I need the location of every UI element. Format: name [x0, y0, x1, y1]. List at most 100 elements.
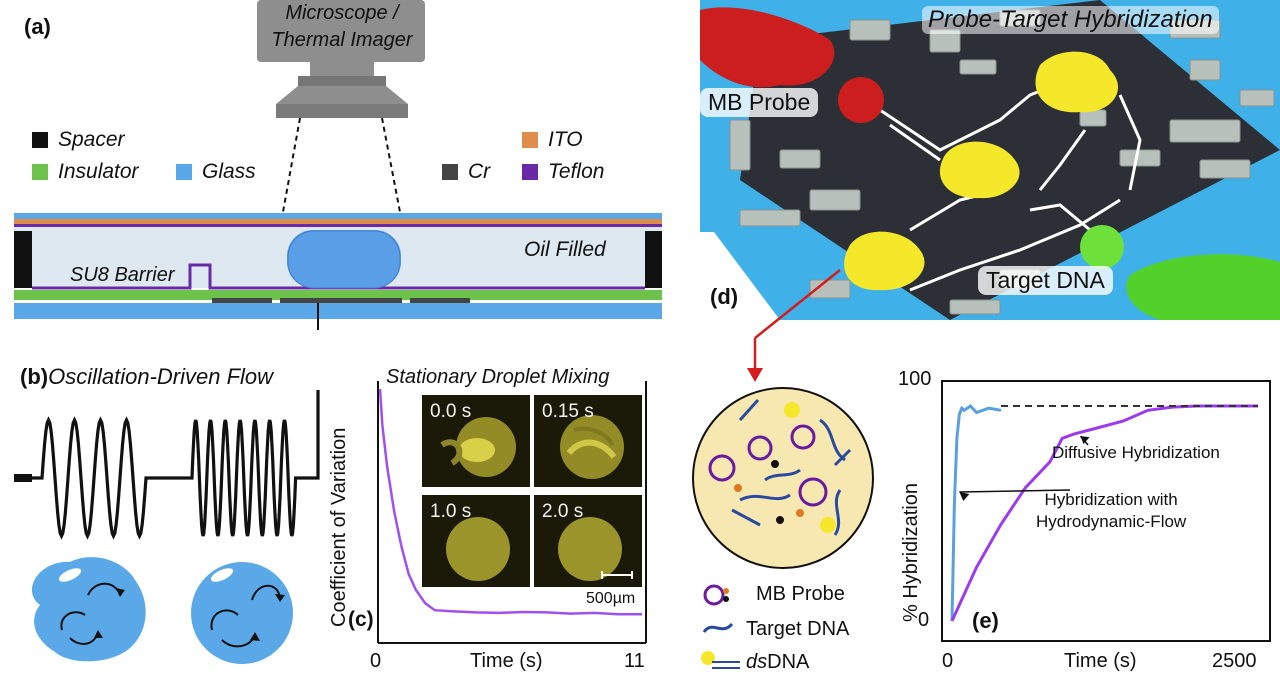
electrode-pad: [1199, 159, 1251, 179]
target-reservoir: [1126, 254, 1280, 320]
electrode-pad: [739, 209, 801, 227]
molecules: [708, 398, 852, 536]
electrode-pad: [959, 59, 997, 75]
electrode-pad: [1239, 89, 1275, 107]
hybrid-droplet-left: [844, 231, 925, 291]
target-dna-callout: Target DNA: [978, 266, 1113, 295]
legend-glass: Glass: [176, 160, 256, 184]
droplet: [287, 230, 401, 288]
snapshot-1: 0.15 s: [534, 395, 642, 487]
teflon-swatch: [522, 164, 538, 180]
flow-hybridization-line: [950, 404, 1002, 622]
legend-dsdna-text: dsDNA: [746, 651, 810, 673]
panel-c-xtick-max: 11: [624, 650, 645, 672]
panel-e-ylabel: % Hybridization: [900, 483, 922, 622]
chart-c-plot: [377, 381, 647, 644]
camera-body: [257, 0, 425, 62]
top-glass-layer: [14, 213, 662, 219]
camera-neck: [310, 62, 374, 76]
zoom-arrowhead: [747, 368, 763, 382]
legend-spacer: Spacer: [32, 128, 125, 152]
target-dna-droplet: [1080, 225, 1124, 269]
panel-e-xtick-min: 0: [942, 650, 954, 672]
legend-cr: Cr: [442, 160, 490, 184]
annot-flow-arrowhead: [959, 492, 970, 501]
mixing-chart: [377, 381, 647, 644]
signal-terminal: [14, 474, 32, 482]
ito-swatch: [522, 132, 538, 148]
oscillation-waveform: [30, 390, 320, 540]
snapshot-0: 0.0 s: [422, 395, 530, 487]
oil-filled-label: Oil Filled: [524, 238, 606, 261]
insulator-layer: [14, 290, 662, 300]
panel-d-title: Probe-Target Hybridization: [922, 6, 1219, 34]
su8-barrier-label: SU8 Barrier: [70, 264, 175, 286]
camera-lens: [276, 86, 408, 104]
legend-target-dna-text: Target DNA: [746, 618, 850, 640]
microscope-device-diagram: [14, 0, 662, 330]
electrode-pad: [849, 19, 891, 41]
hybrid-droplet-center: [939, 141, 1020, 199]
panel-b-label: (b): [20, 364, 49, 389]
electrode-pad: [1119, 149, 1161, 167]
spacer-right: [645, 231, 662, 288]
hybridization-render: [700, 0, 1280, 320]
panel-e-xlabel: Time (s): [1064, 650, 1137, 672]
probe-reservoir: [700, 7, 835, 88]
target-dna-icon: [702, 622, 734, 633]
top-teflon-layer: [14, 224, 662, 227]
panel-c-title: Stationary Droplet Mixing: [386, 366, 610, 388]
electrode-pad: [809, 189, 861, 211]
electrode-pad: [1169, 119, 1241, 143]
panel-c-xtick-min: 0: [370, 650, 382, 672]
droplet-mixing-right: [191, 562, 293, 664]
snapshot-0-time: 0.0 s: [430, 401, 472, 422]
ito-layer: [14, 219, 662, 224]
mb-probe-droplet: [838, 77, 884, 123]
snapshot-3-time: 2.0 s: [542, 501, 584, 522]
legend-mb-probe-text: MB Probe: [756, 583, 845, 605]
su8-barrier: [32, 263, 645, 290]
electrode-pad: [779, 149, 821, 169]
dsdna-icon: [701, 651, 715, 665]
oscillation-diagram: [14, 390, 320, 664]
mb-probe-icon: [703, 584, 725, 606]
panel-c-label: (c): [348, 608, 374, 631]
panel-d-label: (d): [710, 284, 739, 309]
annot-diffusive: Diffusive Hybridization: [1052, 443, 1220, 462]
cr-electrode: [410, 298, 470, 303]
flow-arrows: [879, 73, 1142, 292]
snapshot-2: 1.0 s: [422, 495, 530, 587]
molecule-circle: [692, 387, 874, 569]
annot-diffusive-arrowhead: [1080, 436, 1090, 445]
panel-b-title: Oscillation-Driven Flow: [48, 364, 274, 389]
plot-frame: [941, 380, 1271, 642]
panel-e-label: (e): [972, 608, 999, 633]
cr-electrode: [212, 298, 272, 303]
electrode-pad: [729, 119, 751, 171]
panel-b-header: (b)Oscillation-Driven Flow: [20, 364, 273, 390]
annot-flow: Hybridization with Hydrodynamic-Flow: [1036, 490, 1187, 531]
electrode-pad: [949, 299, 1001, 315]
field-of-view-line: [381, 117, 401, 213]
scale-bar-label: 500µm: [584, 590, 638, 608]
cr-swatch: [442, 164, 458, 180]
camera-label: Microscope / Thermal Imager: [271, 2, 413, 51]
annot-flow-arrow: [959, 489, 1071, 493]
panel-c-ylabel: Coefficient of Variation: [328, 427, 350, 627]
panel-e-ytick-bottom: 0: [918, 609, 930, 631]
legend-teflon: Teflon: [522, 160, 604, 184]
insulator-swatch: [32, 164, 48, 180]
electrode-pad: [1189, 59, 1221, 81]
snapshot-1-time: 0.15 s: [542, 401, 594, 422]
cv-series-line: [378, 388, 642, 616]
hybrid-droplet-top: [1035, 51, 1119, 113]
snapshot-3: 2.0 s: [534, 495, 642, 587]
legend-ito: ITO: [522, 128, 583, 152]
bottom-glass-layer: [14, 303, 662, 319]
panel-c-xlabel: Time (s): [470, 650, 543, 672]
legend-insulator: Insulator: [32, 160, 139, 184]
spacer-left: [14, 231, 32, 288]
droplet-mixing-left: [31, 557, 146, 662]
field-of-view-line: [282, 117, 301, 213]
